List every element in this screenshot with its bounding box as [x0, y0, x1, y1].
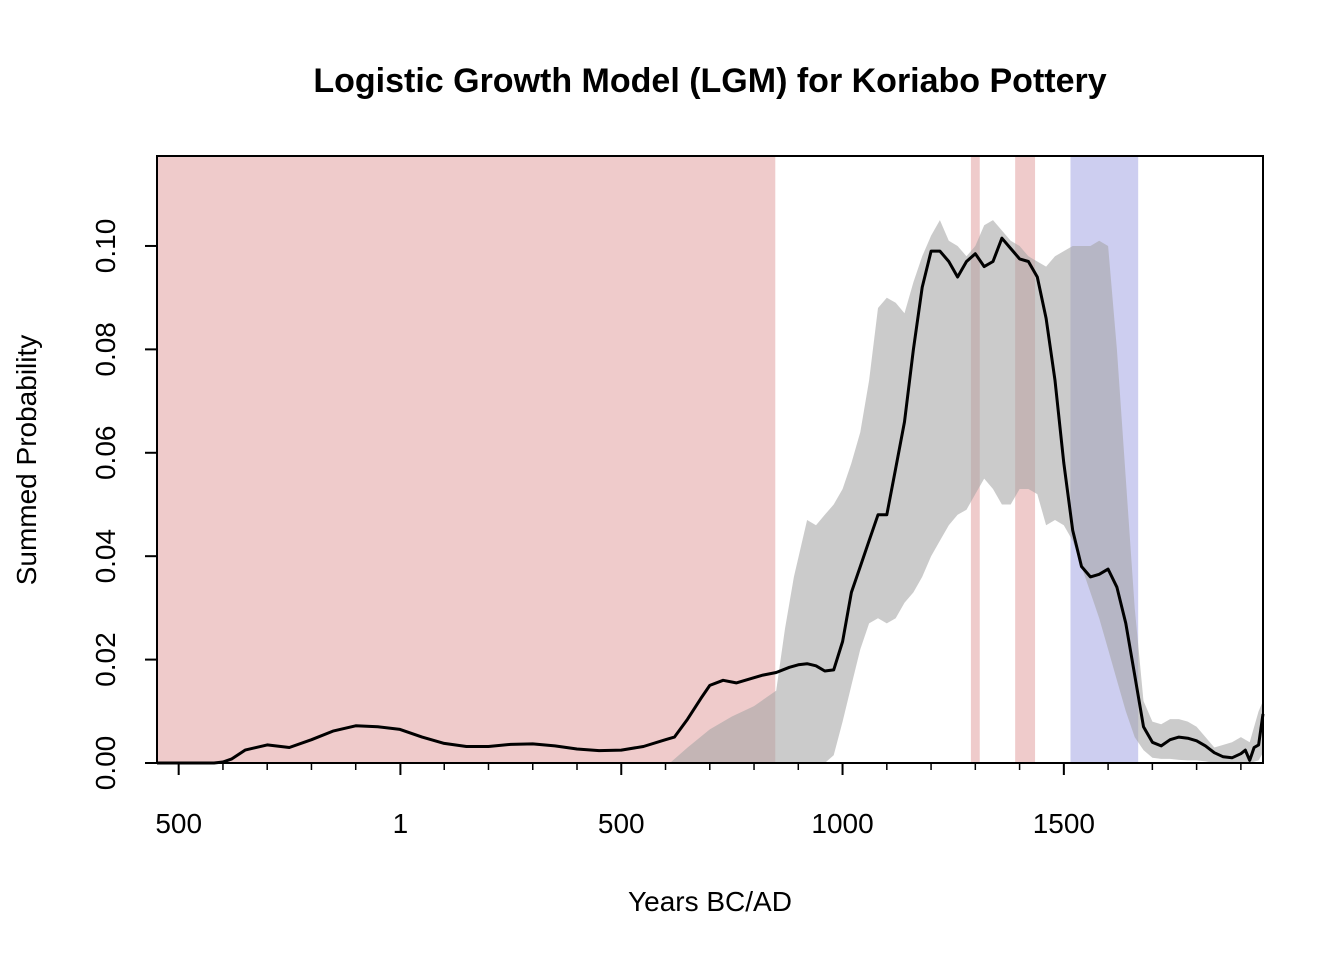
y-tick-label: 0.00: [90, 736, 121, 791]
envelope-layer: [669, 220, 1263, 764]
y-tick-label: 0.06: [90, 426, 121, 481]
positive-deviation-region-1: [157, 156, 776, 763]
x-axis-label: Years BC/AD: [628, 886, 792, 917]
summed-probability-line: [157, 236, 1265, 765]
y-tick-label: 0.04: [90, 529, 121, 584]
y-tick-label: 0.10: [90, 219, 121, 274]
x-tick-label: 1: [393, 808, 409, 839]
y-tick-label: 0.08: [90, 322, 121, 377]
x-tick-label: 500: [155, 808, 202, 839]
chart-title: Logistic Growth Model (LGM) for Koriabo …: [313, 62, 1106, 100]
confidence-envelope: [669, 220, 1263, 764]
x-axis: 500 1 500 1000 1500: [155, 763, 1242, 839]
x-tick-label: 500: [598, 808, 645, 839]
y-axis: 0.00 0.02 0.04 0.06 0.08 0.10: [90, 219, 157, 791]
series-line-layer: [157, 236, 1265, 765]
y-tick-label: 0.02: [90, 632, 121, 687]
y-axis-label: Summed Probability: [11, 335, 42, 586]
x-tick-label: 1500: [1033, 808, 1095, 839]
x-tick-label: 1000: [811, 808, 873, 839]
